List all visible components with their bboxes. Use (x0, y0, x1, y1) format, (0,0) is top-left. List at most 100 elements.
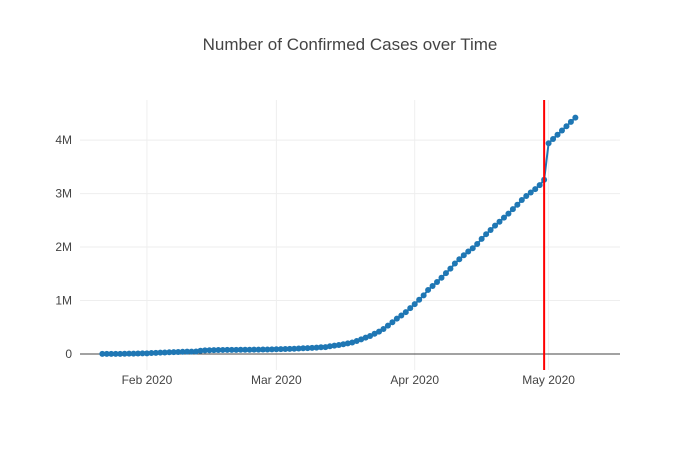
data-point (175, 348, 182, 355)
series-line (102, 116, 577, 355)
data-point (434, 279, 441, 286)
x-tick-label: May 2020 (522, 373, 575, 387)
data-point (496, 218, 503, 225)
data-point (99, 350, 106, 357)
data-point (331, 342, 338, 349)
data-point (309, 344, 316, 351)
data-point (518, 197, 525, 204)
data-point (326, 343, 333, 350)
data-point (139, 350, 146, 357)
data-point (344, 340, 351, 347)
data-point (300, 345, 307, 352)
data-point (460, 252, 467, 259)
data-point (411, 301, 418, 308)
data-point (201, 347, 208, 354)
data-point (380, 325, 387, 332)
y-tick-label: 4M (55, 133, 72, 147)
data-point (237, 346, 244, 353)
data-point (135, 350, 142, 357)
data-point (371, 330, 378, 337)
data-point (126, 350, 133, 357)
data-point (425, 286, 432, 293)
data-point (166, 349, 173, 356)
data-point (384, 322, 391, 329)
data-point (554, 131, 561, 138)
data-point (161, 349, 168, 356)
data-point (536, 182, 543, 189)
data-point (572, 114, 579, 121)
data-point (117, 350, 124, 357)
data-point (210, 347, 217, 354)
data-point (121, 350, 128, 357)
data-point (563, 123, 570, 130)
data-point (474, 241, 481, 248)
data-point (558, 127, 565, 134)
y-tick-label: 2M (55, 240, 72, 254)
data-point (219, 346, 226, 353)
data-point (376, 328, 383, 335)
grid-layer (80, 100, 620, 370)
data-point (456, 256, 463, 263)
data-point (295, 345, 302, 352)
data-point (282, 346, 289, 352)
axis-layer: 0 1M 2M 3M 4M Feb 2020 Mar 2020 Apr 2020 May 202… (55, 133, 620, 387)
data-point (527, 189, 534, 196)
data-point (492, 222, 499, 229)
data-point (447, 265, 454, 272)
chart-title: Number of Confirmed Cases over Time (203, 35, 498, 54)
data-point (264, 346, 271, 353)
data-point (487, 227, 494, 234)
data-point (206, 347, 213, 354)
data-point (389, 319, 396, 326)
data-point (416, 296, 423, 303)
data-point (335, 342, 342, 349)
data-point (268, 346, 275, 353)
data-point (157, 349, 164, 356)
y-tick-label: 1M (55, 293, 72, 307)
data-point (478, 235, 485, 242)
data-point (251, 346, 258, 353)
data-point (420, 292, 427, 299)
data-point (340, 341, 347, 348)
data-point (567, 118, 574, 125)
data-point (215, 347, 222, 354)
data-point (170, 349, 177, 356)
data-point (514, 201, 521, 208)
y-tick-label: 0 (65, 347, 72, 361)
data-point (523, 193, 530, 200)
x-tick-label: Feb 2020 (122, 373, 173, 387)
data-point (313, 344, 320, 351)
data-point (398, 312, 405, 319)
data-point (193, 348, 200, 355)
data-point (304, 345, 311, 352)
data-point (438, 274, 445, 281)
data-point (402, 309, 409, 316)
data-point (143, 350, 150, 357)
data-point (550, 136, 557, 143)
series-layer (99, 114, 579, 357)
data-point (148, 350, 155, 357)
data-point (228, 346, 235, 353)
data-point (188, 348, 195, 355)
data-point (184, 348, 191, 355)
data-point (233, 346, 240, 353)
x-tick-label: Mar 2020 (251, 373, 302, 387)
data-point (277, 346, 284, 353)
data-point (273, 346, 280, 353)
data-point (130, 350, 137, 357)
data-point (197, 347, 204, 354)
data-point (465, 248, 472, 255)
data-point (322, 344, 329, 351)
data-point (393, 315, 400, 322)
data-point (286, 345, 293, 352)
data-point (429, 282, 436, 289)
data-point (224, 346, 231, 353)
data-point (442, 270, 449, 277)
data-point (532, 186, 539, 193)
data-point (367, 332, 374, 339)
data-point (545, 140, 552, 147)
data-point (407, 305, 414, 312)
data-point (500, 214, 507, 221)
data-point (112, 350, 119, 357)
